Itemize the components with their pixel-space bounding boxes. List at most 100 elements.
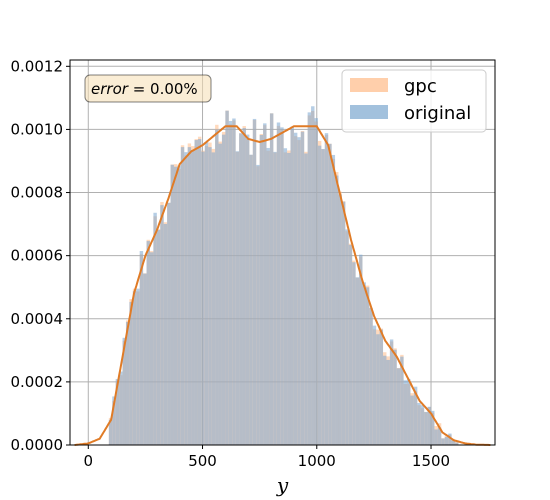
legend-swatch-original [350, 105, 388, 119]
annotation-text: error = 0.00% [91, 80, 198, 98]
histogram-bar-original [431, 410, 435, 445]
histogram-bar-original [311, 106, 315, 445]
histogram-bar-original [122, 337, 126, 445]
histogram-bar-original [338, 194, 342, 445]
histogram-bar-original [245, 134, 250, 445]
histogram-bar-original [112, 396, 116, 445]
histogram-bar-original [242, 128, 246, 445]
y-tick-label: 0.0002 [11, 373, 64, 391]
histogram-bar-original [153, 212, 157, 445]
histogram-bar-original [307, 112, 312, 446]
histogram-bar-original [400, 356, 404, 445]
histogram-bar-original [180, 147, 185, 445]
histogram-bar-original [139, 251, 144, 445]
histogram-bar-original [167, 202, 171, 445]
histogram-bar-original [328, 143, 332, 445]
histogram-bar-original [300, 131, 305, 445]
histogram-bar-original [348, 244, 353, 445]
x-tick-label: 0 [84, 452, 94, 470]
histogram-bar-original [341, 201, 346, 445]
histogram-bar-original [448, 433, 452, 445]
histogram-bar-original [437, 427, 442, 445]
histogram-bar-original [352, 262, 356, 445]
histogram-bar-original [221, 134, 226, 445]
histogram-bar-original [297, 137, 301, 445]
histogram-bar-original [389, 339, 394, 445]
histogram-bar-original [410, 395, 414, 445]
histogram-bar-original [115, 378, 120, 445]
histogram-bar-original [156, 229, 161, 445]
histogram-bar-original [235, 151, 240, 445]
annotation-italic: error [91, 80, 129, 98]
histogram-bar-original [455, 442, 459, 445]
annotation-box [84, 74, 212, 103]
histogram-bar-original [225, 110, 229, 445]
y-tick-label: 0.0010 [11, 120, 64, 138]
histogram-bar-original [314, 118, 318, 445]
histogram-bar-original [413, 386, 418, 445]
histogram-bar-original [427, 406, 432, 445]
histogram-bar-original [396, 368, 401, 445]
histogram-bar-original [321, 148, 325, 446]
y-tick-label: 0.0012 [11, 57, 64, 75]
histogram-bar-original [263, 123, 267, 445]
histogram-bar-original [177, 165, 181, 445]
histogram-bar-original [293, 132, 298, 445]
y-tick-label: 0.0000 [11, 436, 64, 454]
histogram-bar-original [132, 291, 137, 445]
histogram-bar-original [280, 127, 284, 446]
histogram-bar-original [266, 147, 270, 445]
histogram-bar-original [355, 277, 360, 445]
histogram-bar-original [283, 148, 288, 446]
histogram-bar-original [211, 152, 216, 446]
histogram-bar-original [290, 126, 294, 445]
histogram-bar-original [383, 355, 387, 445]
histogram-bar-original [108, 419, 113, 445]
histogram-bar-original [191, 149, 195, 446]
histogram-bar-original [228, 120, 233, 445]
histogram-bar-original [273, 151, 277, 446]
histogram-bar-original [324, 133, 329, 446]
histogram-bar-original [232, 118, 236, 446]
histogram-bar-original [218, 143, 222, 445]
histogram-bar-original [386, 359, 390, 445]
histogram-bar-original [160, 205, 164, 445]
histogram-bar-original [376, 334, 380, 445]
legend: gpc original [341, 69, 487, 133]
histogram-bar-original [208, 147, 212, 446]
legend-label-gpc: gpc [404, 76, 437, 97]
histogram-bar-original [184, 152, 188, 445]
histogram-bar-original [317, 145, 322, 446]
x-tick-label: 1500 [412, 452, 450, 470]
histogram-bar-original [187, 147, 192, 446]
histogram-bar-original [204, 141, 209, 446]
y-tick-label: 0.0008 [11, 184, 64, 202]
histogram-bar-original [393, 349, 397, 445]
histogram-bar-original [269, 113, 274, 445]
kde-curve [74, 125, 491, 446]
legend-swatch-gpc [350, 78, 388, 92]
histogram-bar-original [417, 402, 421, 445]
histogram-bar-original [149, 252, 154, 445]
legend-label-original: original [404, 103, 471, 124]
histogram-bar-original [163, 223, 168, 445]
histogram-bar-original [424, 411, 428, 445]
histogram-bar-original [170, 164, 174, 445]
histogram-bar-original [451, 440, 456, 445]
histogram-bar-original [441, 438, 445, 445]
histogram-bars [108, 106, 459, 446]
histogram-bar-original [420, 405, 425, 445]
histogram-bar-original [194, 140, 198, 445]
plot-frame [69, 59, 496, 446]
histogram-bar-original [362, 282, 366, 445]
histogram-bar-original [249, 154, 253, 445]
histogram-bar-original [403, 380, 408, 445]
x-tick-label: 500 [188, 452, 217, 470]
histogram-bar-original [331, 154, 336, 445]
histogram-bar-original [146, 241, 150, 445]
histogram-bar-original [252, 118, 257, 445]
histogram-bar-original [287, 152, 291, 445]
histogram-bar-original [359, 254, 363, 445]
x-axis-title: y [276, 473, 289, 497]
